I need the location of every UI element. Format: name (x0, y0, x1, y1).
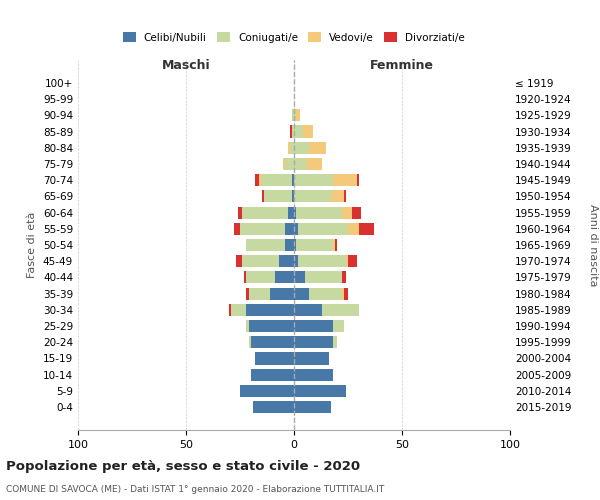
Bar (283, 158, 286, 170)
Bar (356, 174, 359, 186)
Text: Femmine: Femmine (370, 58, 434, 71)
Bar (255, 174, 259, 186)
Bar (307, 158, 322, 170)
Bar (229, 304, 232, 316)
Bar (259, 174, 262, 186)
Bar (286, 239, 294, 251)
Bar (294, 401, 331, 413)
Bar (236, 255, 242, 268)
Text: Popolazione per età, sesso e stato civile - 2020: Popolazione per età, sesso e stato civil… (6, 460, 360, 473)
Bar (294, 190, 331, 202)
Bar (322, 304, 359, 316)
Bar (248, 320, 294, 332)
Bar (294, 206, 296, 218)
Bar (344, 190, 346, 202)
Bar (244, 272, 247, 283)
Bar (251, 336, 294, 348)
Bar (238, 206, 242, 218)
Bar (287, 142, 290, 154)
Bar (309, 288, 341, 300)
Bar (298, 222, 348, 235)
Bar (294, 158, 307, 170)
Bar (294, 320, 333, 332)
Bar (292, 126, 294, 138)
Bar (294, 126, 302, 138)
Bar (248, 288, 270, 300)
Bar (346, 255, 348, 268)
Bar (242, 255, 279, 268)
Bar (341, 206, 352, 218)
Bar (344, 288, 348, 300)
Bar (292, 190, 294, 202)
Bar (348, 222, 359, 235)
Bar (294, 222, 298, 235)
Bar (287, 206, 294, 218)
Bar (296, 109, 301, 122)
Bar (247, 288, 248, 300)
Bar (255, 352, 294, 364)
Y-axis label: Fasce di età: Fasce di età (28, 212, 37, 278)
Bar (359, 222, 374, 235)
Bar (341, 288, 344, 300)
Bar (294, 336, 333, 348)
Bar (264, 190, 292, 202)
Bar (298, 255, 346, 268)
Bar (294, 109, 296, 122)
Bar (296, 206, 341, 218)
Bar (333, 336, 337, 348)
Bar (247, 239, 286, 251)
Bar (294, 272, 305, 283)
Bar (294, 239, 296, 251)
Bar (331, 190, 344, 202)
Bar (240, 222, 286, 235)
Bar (294, 352, 329, 364)
Bar (262, 190, 264, 202)
Bar (294, 368, 333, 381)
Bar (333, 239, 335, 251)
Bar (294, 304, 322, 316)
Bar (294, 174, 333, 186)
Bar (279, 255, 294, 268)
Bar (292, 174, 294, 186)
Text: COMUNE DI SAVOCA (ME) - Dati ISTAT 1° gennaio 2020 - Elaborazione TUTTITALIA.IT: COMUNE DI SAVOCA (ME) - Dati ISTAT 1° ge… (6, 485, 384, 494)
Bar (335, 239, 337, 251)
Bar (292, 109, 294, 122)
Bar (290, 126, 292, 138)
Bar (302, 126, 313, 138)
Bar (341, 272, 346, 283)
Bar (270, 288, 294, 300)
Bar (247, 304, 294, 316)
Bar (296, 239, 333, 251)
Bar (294, 385, 346, 397)
Bar (232, 304, 247, 316)
Bar (286, 158, 294, 170)
Bar (286, 222, 294, 235)
Bar (275, 272, 294, 283)
Bar (294, 288, 309, 300)
Bar (348, 255, 356, 268)
Text: Maschi: Maschi (161, 58, 211, 71)
Bar (309, 142, 326, 154)
Bar (233, 222, 240, 235)
Bar (253, 401, 294, 413)
Bar (333, 174, 356, 186)
Bar (240, 385, 294, 397)
Bar (262, 174, 292, 186)
Bar (305, 272, 341, 283)
Bar (352, 206, 361, 218)
Bar (294, 142, 309, 154)
Bar (248, 336, 251, 348)
Bar (247, 320, 248, 332)
Legend: Celibi/Nubili, Coniugati/e, Vedovi/e, Divorziati/e: Celibi/Nubili, Coniugati/e, Vedovi/e, Di… (119, 28, 469, 47)
Bar (333, 320, 344, 332)
Bar (242, 206, 287, 218)
Bar (247, 272, 275, 283)
Y-axis label: Anni di nascita: Anni di nascita (588, 204, 598, 286)
Bar (294, 255, 298, 268)
Bar (290, 142, 294, 154)
Bar (251, 368, 294, 381)
